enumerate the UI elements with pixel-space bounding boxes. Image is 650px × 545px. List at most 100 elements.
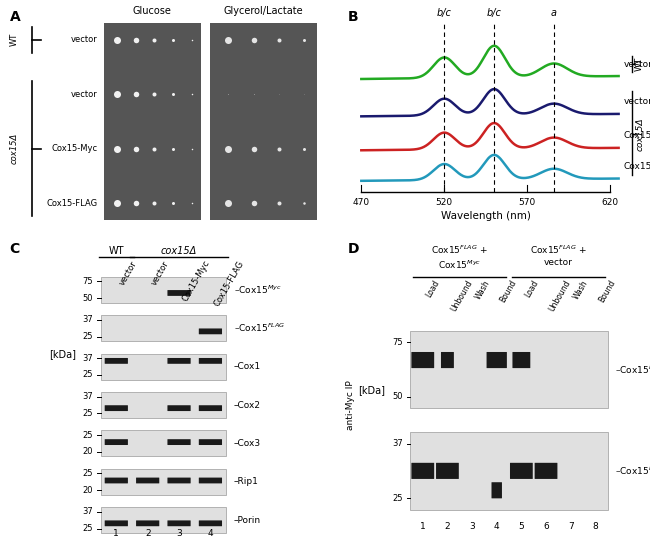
Text: D: D bbox=[348, 243, 359, 257]
FancyBboxPatch shape bbox=[199, 477, 222, 483]
Text: b/c: b/c bbox=[487, 8, 502, 18]
FancyBboxPatch shape bbox=[105, 358, 128, 364]
FancyBboxPatch shape bbox=[136, 477, 159, 483]
FancyBboxPatch shape bbox=[168, 405, 190, 411]
Text: [kDa]: [kDa] bbox=[49, 349, 77, 360]
Text: –Cox15$^{Myc}$: –Cox15$^{Myc}$ bbox=[234, 283, 281, 296]
Bar bbox=[101, 392, 226, 418]
Text: Bound: Bound bbox=[597, 278, 617, 304]
Text: Cox15-FLAG: Cox15-FLAG bbox=[212, 259, 245, 308]
FancyBboxPatch shape bbox=[105, 405, 128, 411]
Text: Cox15-FLAG: Cox15-FLAG bbox=[623, 162, 650, 171]
Text: 2: 2 bbox=[445, 522, 450, 531]
FancyBboxPatch shape bbox=[168, 477, 190, 483]
Text: 470: 470 bbox=[353, 198, 370, 207]
Text: –Cox2: –Cox2 bbox=[234, 401, 261, 409]
Text: Load: Load bbox=[523, 278, 540, 299]
Text: 25: 25 bbox=[83, 332, 93, 341]
Text: 25: 25 bbox=[83, 409, 93, 418]
Text: 25: 25 bbox=[83, 371, 93, 379]
Text: –Cox15$^{Myc}$: –Cox15$^{Myc}$ bbox=[615, 363, 650, 376]
Text: Wash: Wash bbox=[474, 278, 491, 301]
FancyBboxPatch shape bbox=[487, 352, 507, 368]
FancyBboxPatch shape bbox=[199, 520, 222, 526]
FancyBboxPatch shape bbox=[168, 439, 190, 445]
Bar bbox=[211, 23, 317, 220]
Text: Wash: Wash bbox=[572, 278, 590, 301]
Bar bbox=[104, 23, 201, 220]
Text: vector: vector bbox=[623, 60, 650, 69]
Text: Wavelength (nm): Wavelength (nm) bbox=[441, 211, 531, 221]
Text: 3: 3 bbox=[176, 529, 182, 538]
Bar bbox=[101, 315, 226, 341]
Bar bbox=[410, 331, 608, 408]
Text: 4: 4 bbox=[494, 522, 500, 531]
Text: 25: 25 bbox=[393, 494, 403, 502]
Text: 75: 75 bbox=[393, 338, 403, 347]
Text: –Cox15$^{FLAG}$: –Cox15$^{FLAG}$ bbox=[234, 322, 285, 335]
Bar bbox=[101, 354, 226, 380]
FancyBboxPatch shape bbox=[441, 352, 454, 368]
Text: cox15Δ: cox15Δ bbox=[10, 133, 19, 165]
Text: Cox15-FLAG: Cox15-FLAG bbox=[46, 199, 98, 208]
Text: WT: WT bbox=[635, 57, 644, 71]
Text: a: a bbox=[551, 8, 557, 18]
FancyBboxPatch shape bbox=[411, 352, 434, 368]
Text: 37: 37 bbox=[82, 316, 93, 324]
Text: 20: 20 bbox=[83, 486, 93, 495]
Text: WT: WT bbox=[10, 33, 19, 46]
FancyBboxPatch shape bbox=[168, 290, 190, 296]
FancyBboxPatch shape bbox=[136, 520, 159, 526]
Text: 25: 25 bbox=[83, 431, 93, 440]
Text: Glucose: Glucose bbox=[133, 6, 172, 16]
FancyBboxPatch shape bbox=[168, 358, 190, 364]
Text: 20: 20 bbox=[83, 447, 93, 456]
FancyBboxPatch shape bbox=[199, 358, 222, 364]
Text: Cox15-Myc: Cox15-Myc bbox=[181, 259, 211, 304]
Text: WT: WT bbox=[109, 246, 124, 256]
Text: –Cox1: –Cox1 bbox=[234, 362, 261, 371]
Text: 570: 570 bbox=[519, 198, 536, 207]
Bar bbox=[410, 432, 608, 510]
Text: –Porin: –Porin bbox=[234, 516, 261, 525]
FancyBboxPatch shape bbox=[411, 463, 434, 479]
FancyBboxPatch shape bbox=[512, 352, 530, 368]
FancyBboxPatch shape bbox=[199, 439, 222, 445]
FancyBboxPatch shape bbox=[105, 477, 128, 483]
Text: 520: 520 bbox=[436, 198, 453, 207]
Text: vector: vector bbox=[71, 35, 97, 44]
FancyBboxPatch shape bbox=[491, 482, 502, 498]
Bar bbox=[101, 277, 226, 303]
FancyBboxPatch shape bbox=[168, 520, 190, 526]
Text: –Rip1: –Rip1 bbox=[234, 477, 259, 486]
FancyBboxPatch shape bbox=[105, 520, 128, 526]
Text: 4: 4 bbox=[207, 529, 213, 538]
Text: Unbound: Unbound bbox=[547, 278, 573, 313]
Text: vector: vector bbox=[71, 90, 97, 99]
Text: 37: 37 bbox=[82, 507, 93, 516]
Text: 620: 620 bbox=[602, 198, 619, 207]
Text: 3: 3 bbox=[469, 522, 475, 531]
Text: A: A bbox=[10, 10, 20, 24]
Text: Bound: Bound bbox=[498, 278, 518, 304]
Bar bbox=[101, 431, 226, 457]
Text: 37: 37 bbox=[82, 354, 93, 363]
Text: 7: 7 bbox=[568, 522, 573, 531]
Bar bbox=[101, 469, 226, 495]
Text: Cox15-Myc: Cox15-Myc bbox=[51, 144, 98, 153]
Text: C: C bbox=[10, 243, 20, 257]
Text: cox15Δ: cox15Δ bbox=[161, 246, 197, 256]
Text: b/c: b/c bbox=[437, 8, 452, 18]
Text: 25: 25 bbox=[83, 524, 93, 533]
Text: 6: 6 bbox=[543, 522, 549, 531]
Text: Cox15$^{FLAG}$ +
Cox15$^{Myc}$: Cox15$^{FLAG}$ + Cox15$^{Myc}$ bbox=[432, 244, 488, 271]
Text: 50: 50 bbox=[393, 392, 403, 401]
Text: vector: vector bbox=[150, 259, 170, 287]
Text: Load: Load bbox=[424, 278, 441, 299]
Text: 25: 25 bbox=[83, 469, 93, 478]
Text: 1: 1 bbox=[420, 522, 426, 531]
Text: –Cox3: –Cox3 bbox=[234, 439, 261, 448]
Text: 37: 37 bbox=[392, 439, 403, 448]
Text: 8: 8 bbox=[592, 522, 598, 531]
Text: anti-Myc IP: anti-Myc IP bbox=[346, 380, 355, 430]
